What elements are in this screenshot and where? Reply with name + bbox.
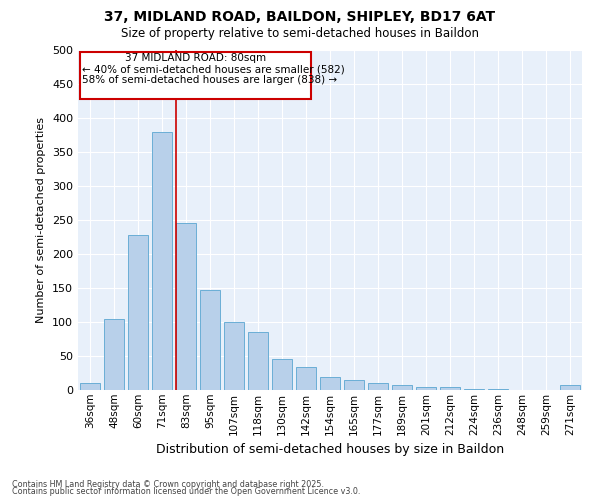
- Bar: [80, 383, 100, 390]
- Text: 37, MIDLAND ROAD, BAILDON, SHIPLEY, BD17 6AT: 37, MIDLAND ROAD, BAILDON, SHIPLEY, BD17…: [104, 10, 496, 24]
- Bar: [392, 385, 412, 390]
- FancyBboxPatch shape: [80, 52, 311, 99]
- Text: Contains HM Land Registry data © Crown copyright and database right 2025.: Contains HM Land Registry data © Crown c…: [12, 480, 324, 489]
- X-axis label: Distribution of semi-detached houses by size in Baildon: Distribution of semi-detached houses by …: [156, 443, 504, 456]
- Bar: [176, 224, 196, 390]
- Bar: [344, 380, 364, 390]
- Bar: [368, 383, 388, 390]
- Text: 58% of semi-detached houses are larger (838) →: 58% of semi-detached houses are larger (…: [82, 75, 337, 85]
- Text: Size of property relative to semi-detached houses in Baildon: Size of property relative to semi-detach…: [121, 28, 479, 40]
- Bar: [560, 384, 580, 390]
- Bar: [320, 377, 340, 390]
- Text: ← 40% of semi-detached houses are smaller (582): ← 40% of semi-detached houses are smalle…: [82, 64, 345, 74]
- Bar: [200, 290, 220, 390]
- Bar: [104, 318, 124, 390]
- Bar: [248, 332, 268, 390]
- Bar: [224, 322, 244, 390]
- Bar: [464, 388, 484, 390]
- Bar: [296, 367, 316, 390]
- Text: Contains public sector information licensed under the Open Government Licence v3: Contains public sector information licen…: [12, 488, 361, 496]
- Text: 37 MIDLAND ROAD: 80sqm: 37 MIDLAND ROAD: 80sqm: [125, 54, 266, 64]
- Bar: [272, 358, 292, 390]
- Bar: [128, 235, 148, 390]
- Y-axis label: Number of semi-detached properties: Number of semi-detached properties: [37, 117, 46, 323]
- Bar: [416, 386, 436, 390]
- Bar: [440, 388, 460, 390]
- Bar: [152, 132, 172, 390]
